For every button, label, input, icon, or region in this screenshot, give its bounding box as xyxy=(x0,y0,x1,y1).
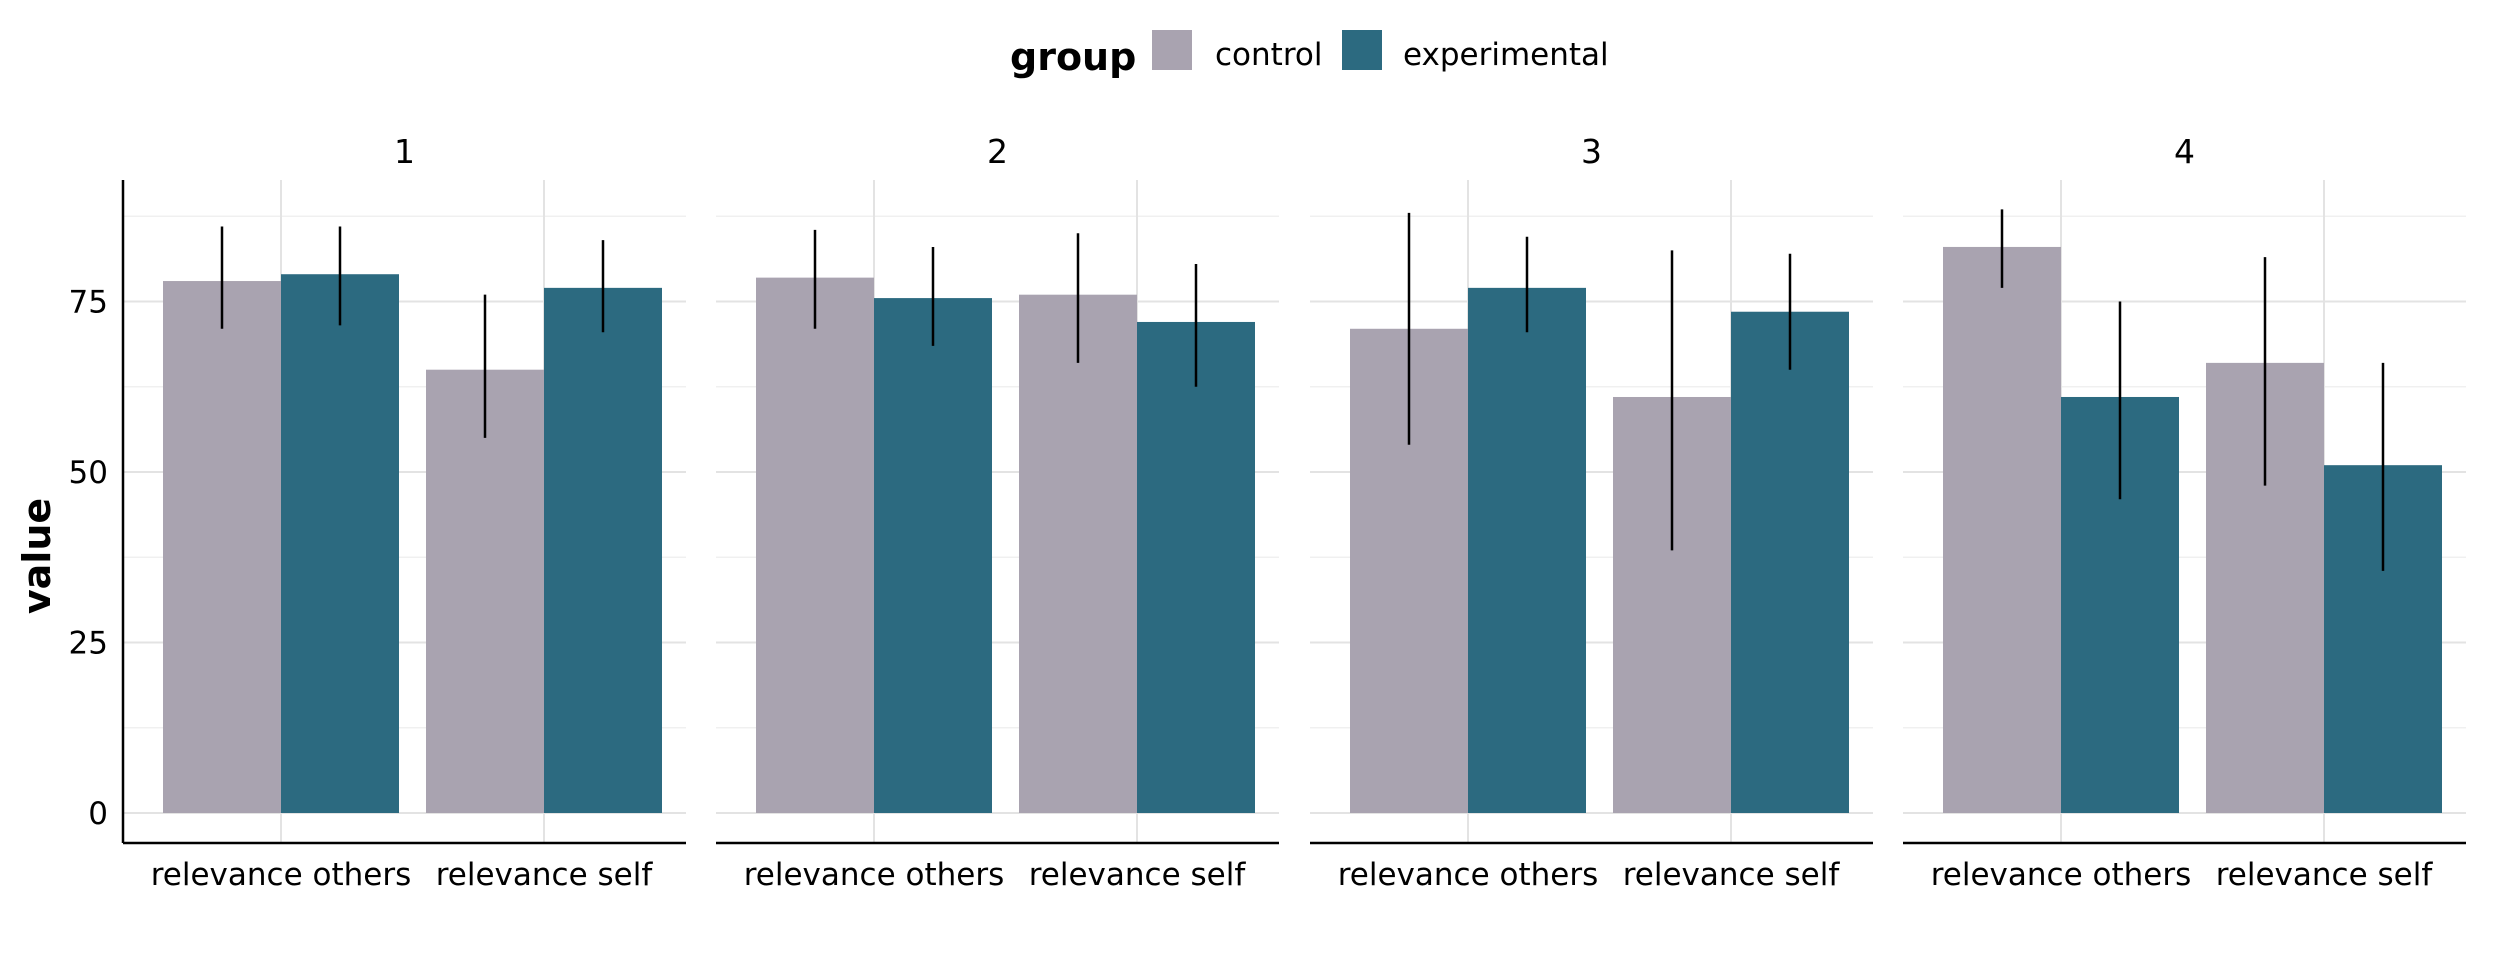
x-tick-label-1-2: relevance self xyxy=(436,857,654,893)
bar-control-1-2 xyxy=(426,369,544,813)
bar-control-4-1 xyxy=(1943,246,2061,813)
facet-panel-2: relevance others relevance self 2 xyxy=(716,132,1279,893)
bar-experimental-1-1 xyxy=(281,274,399,814)
bar-experimental-1-2 xyxy=(544,287,662,813)
legend-swatch-control xyxy=(1152,30,1192,70)
bar-control-1-1 xyxy=(163,281,281,813)
bar-control-2-1 xyxy=(756,277,874,813)
facet-panel-3: relevance others relevance self 3 xyxy=(1310,132,1873,893)
x-tick-label-2-1: relevance others xyxy=(744,857,1005,893)
bar-experimental-3-2 xyxy=(1731,311,1849,813)
facet-panels: relevance others relevance self1relevance… xyxy=(69,132,2466,893)
legend: group control experimental xyxy=(1010,30,1609,79)
bar-control-2-2 xyxy=(1019,294,1137,813)
y-tick-label: 50 xyxy=(69,455,108,491)
y-tick-label: 25 xyxy=(69,626,108,662)
legend-label-experimental: experimental xyxy=(1403,37,1609,73)
x-tick-label-3-1: relevance others xyxy=(1338,857,1599,893)
facet-panel-1: relevance others relevance self 1 xyxy=(123,132,686,893)
y-axis-title: value xyxy=(15,498,59,614)
x-tick-label-4-1: relevance others xyxy=(1931,857,2192,893)
bar-experimental-2-1 xyxy=(874,298,992,814)
x-tick-label-3-2: relevance self xyxy=(1623,857,1841,893)
x-tick-label-2-2: relevance self xyxy=(1029,857,1247,893)
legend-label-control: control xyxy=(1215,37,1322,73)
y-tick-label: 0 xyxy=(88,796,108,832)
facet-panel-4: relevance others relevance self 4 xyxy=(1903,132,2466,893)
facet-title-4: 4 xyxy=(2174,132,2195,171)
facet-title-3: 3 xyxy=(1581,132,1602,171)
facet-title-1: 1 xyxy=(394,132,415,171)
facet-title-2: 2 xyxy=(987,132,1008,171)
y-tick-label: 75 xyxy=(69,285,108,321)
bar-experimental-3-1 xyxy=(1468,287,1586,813)
x-tick-label-1-1: relevance others xyxy=(151,857,412,893)
bar-experimental-2-2 xyxy=(1137,321,1255,813)
legend-title: group xyxy=(1010,35,1136,79)
legend-swatch-experimental xyxy=(1342,30,1382,70)
x-tick-label-4-2: relevance self xyxy=(2216,857,2434,893)
